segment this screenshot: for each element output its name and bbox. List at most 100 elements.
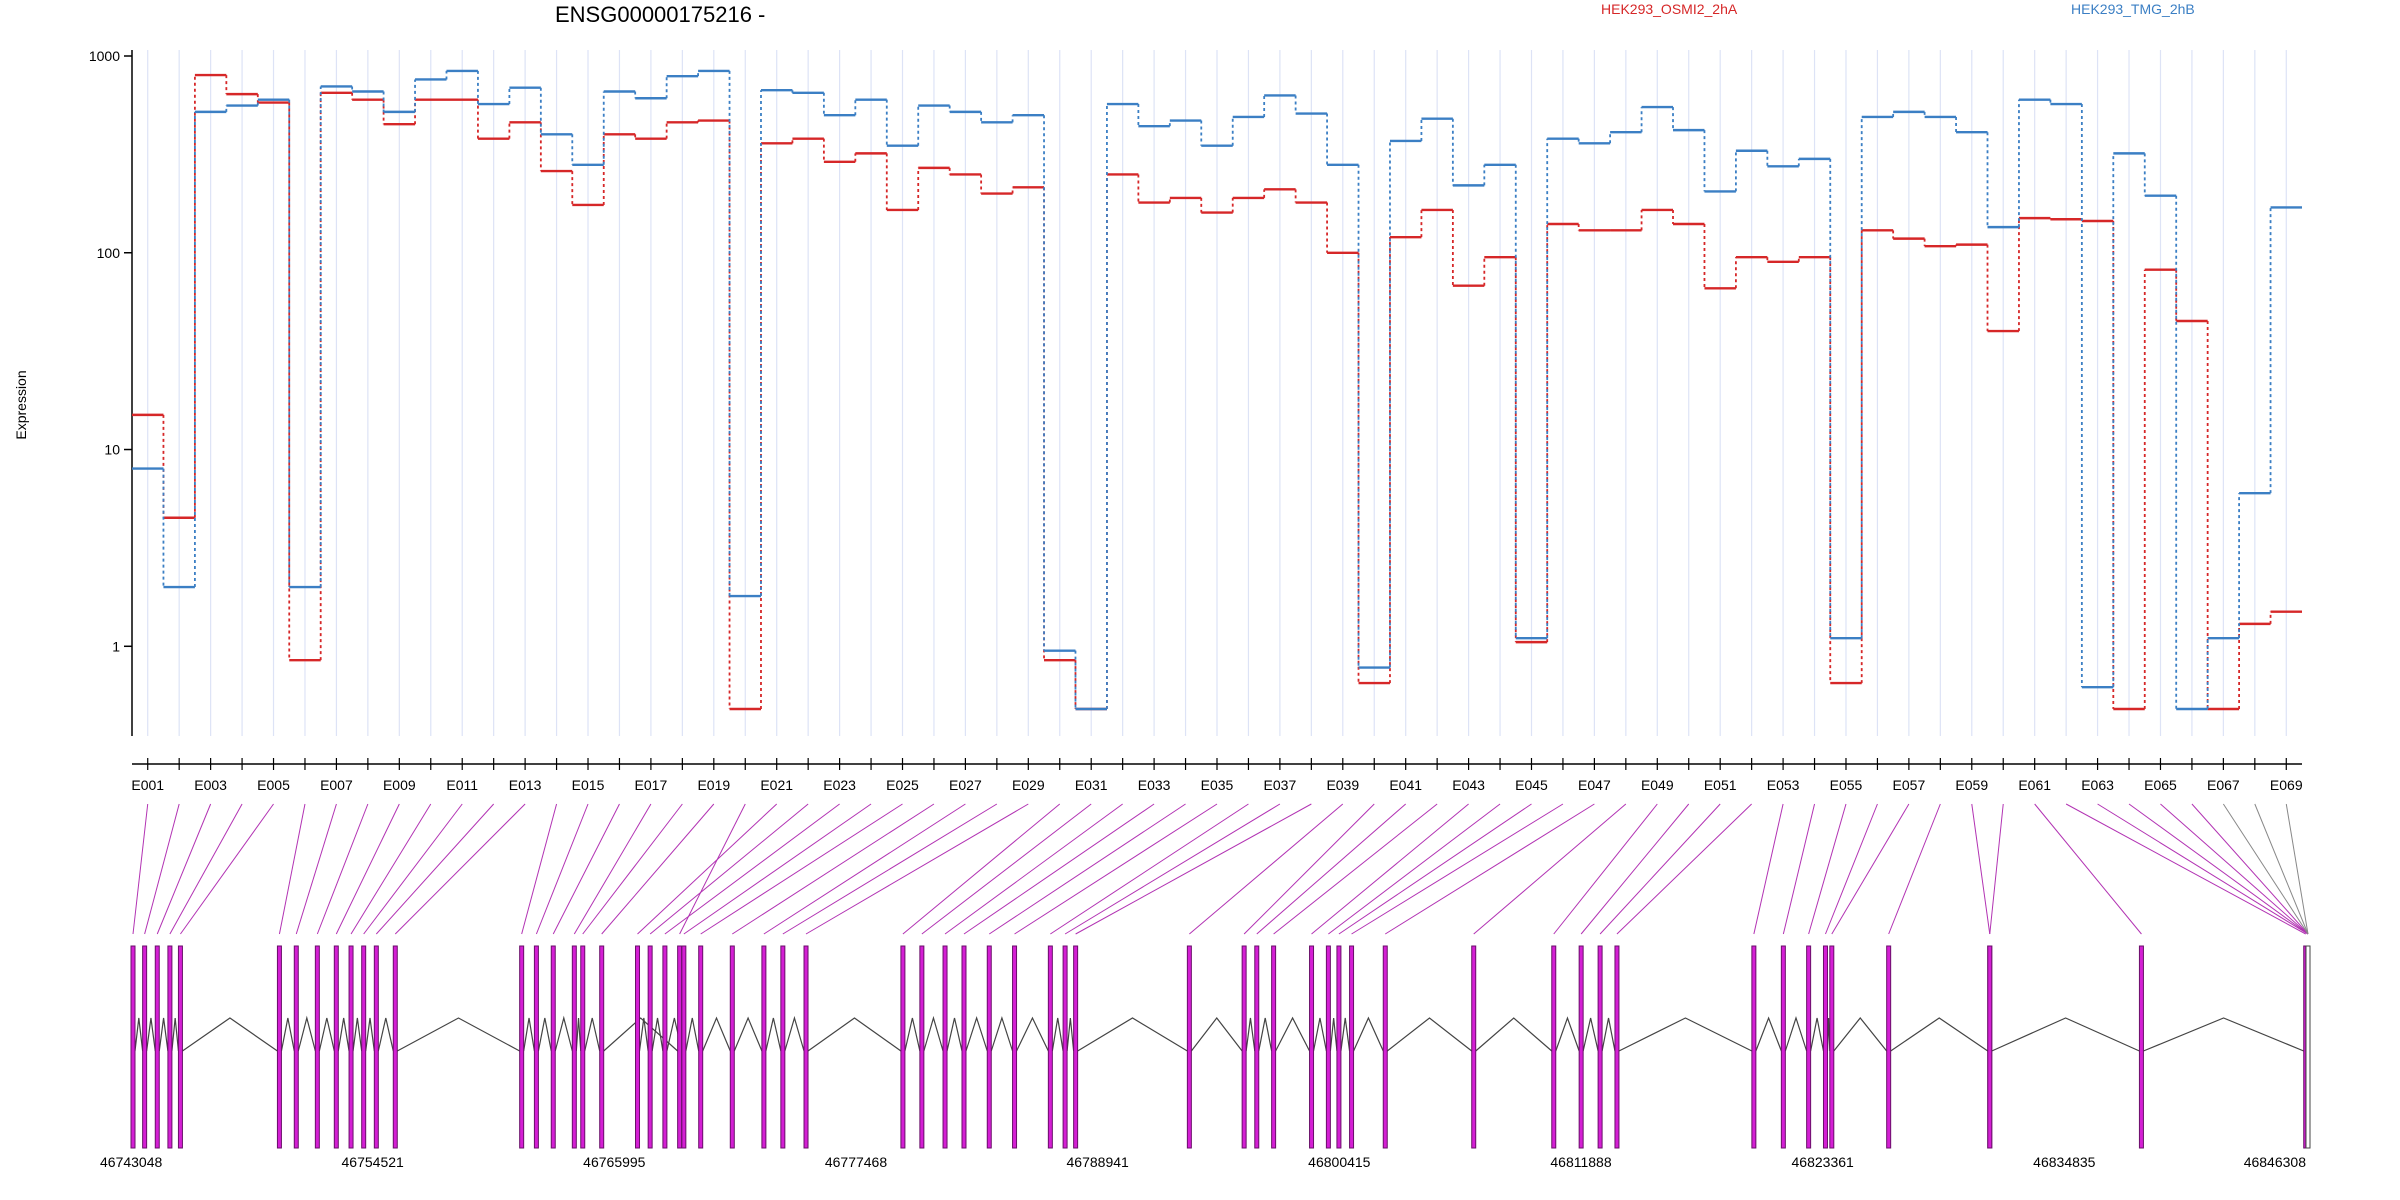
intron-35 [1016,1016,1049,1052]
gene-exon-E013 [392,945,398,1149]
connector-E046 [1351,803,1564,935]
connector-E060 [1989,803,2004,935]
connector-E014 [521,803,558,935]
gene-exon-E061 [2138,945,2144,1149]
connector-E037 [1064,803,1281,935]
intron-46 [1353,1016,1384,1052]
intron-29 [807,1017,902,1052]
gene-exon-E002 [142,945,148,1149]
gene-exon-E001 [130,945,136,1149]
coord-label-46823361: 46823361 [1792,1154,1855,1170]
connector-E003 [156,803,212,935]
gene-exon-E054 [1780,945,1786,1149]
connector-E021 [637,803,778,935]
connector-E062 [2065,803,2306,935]
gene-exon-E005 [177,945,183,1149]
gene-exon-E036 [1047,945,1053,1149]
intron-16 [554,1015,573,1052]
y-tick-label-10: 10 [104,442,120,458]
gene-exon-E058 [1886,945,1892,1149]
x-tick-label-E065: E065 [2144,777,2177,793]
intron-2 [146,1017,156,1052]
intron-52 [1618,1017,1753,1052]
gene-exon-E051 [1597,945,1603,1149]
connector-E004 [169,803,243,935]
x-tick-label-E069: E069 [2270,777,2303,793]
intron-11 [365,1017,375,1052]
intron-48 [1475,1017,1553,1052]
connector-E019 [601,803,715,935]
intron-44 [1329,1017,1338,1052]
gene-exon-E027 [761,945,767,1149]
gene-exon-E026 [729,945,735,1149]
x-tick-label-E005: E005 [257,777,290,793]
gene-exon-E039 [1186,945,1192,1149]
series-layer [132,69,2302,711]
connector-E053 [1753,803,1784,935]
intron-53 [1755,1016,1782,1052]
connector-E031 [921,803,1092,935]
intron-10 [352,1017,363,1052]
gene-exon-E035 [1012,945,1018,1149]
connector-E007 [295,803,337,935]
connector-E040 [1243,803,1375,935]
intron-1 [134,1017,144,1052]
connector-E022 [649,803,809,935]
connector-E002 [144,803,180,935]
gene-exon-E060 [1987,945,1993,1149]
intron-36 [1051,1017,1064,1052]
connector-E028 [782,803,998,935]
connector-E045 [1338,803,1532,935]
x-tick-label-E001: E001 [131,777,164,793]
x-tick-label-E063: E063 [2081,777,2114,793]
coord-label-46846308: 46846308 [2244,1154,2307,1170]
gene-exon-E014 [519,945,525,1149]
chart-title: ENSG00000175216 - [555,2,765,27]
gene-exon-E028 [780,945,786,1149]
gene-exon-E033 [961,945,967,1149]
x-tick-label-E011: E011 [446,777,478,793]
x-tick-label-E031: E031 [1075,777,1108,793]
gene-exon-E006 [276,945,282,1149]
connector-E052 [1616,803,1752,935]
genomic-coordinates: 46743048 46754521 46765995 46777468 46788941… [100,1154,2306,1170]
y-tick-label-1000: 1000 [89,48,120,64]
intron-13 [396,1017,520,1052]
connector-E067 [2222,803,2309,935]
gene-exon-E040 [1241,945,1247,1149]
connector-E068 [2254,803,2309,935]
gene-exon-E031 [919,945,925,1149]
connector-E015 [535,803,589,935]
gene-exon-E021 [635,945,641,1149]
intron-51 [1601,1017,1616,1052]
connector-E018 [582,803,683,935]
series-HEK293_TMG_2hB [132,69,2302,711]
intron-49 [1555,1016,1580,1052]
gene-exon-E044 [1325,945,1331,1149]
gene-exon-E032 [942,945,948,1149]
gene-exon-E020 [677,945,683,1149]
connector-E054 [1782,803,1816,935]
intron-34 [990,1016,1014,1052]
connector-E030 [902,803,1061,935]
intron-5 [182,1017,278,1052]
intron-8 [318,1017,335,1052]
intron-22 [651,1017,664,1052]
connector-E041 [1256,803,1407,935]
intron-14 [523,1017,535,1052]
coord-label-46800415: 46800415 [1308,1154,1371,1170]
gene-exon-E050 [1578,945,1584,1149]
connector-E025 [700,803,903,935]
gene-exon-E030 [900,945,906,1149]
x-tick-label-E043: E043 [1452,777,1485,793]
connector-E063 [2097,803,2309,935]
gene-exon-E025 [698,945,704,1149]
x-tick-label-E045: E045 [1515,777,1548,793]
x-tick-label-E021: E021 [760,777,793,793]
gene-exon-E018 [580,945,586,1149]
intron-38 [1077,1017,1188,1052]
connector-E047 [1384,803,1595,935]
connector-E066 [2191,803,2309,935]
grid-layer [147,50,2287,736]
